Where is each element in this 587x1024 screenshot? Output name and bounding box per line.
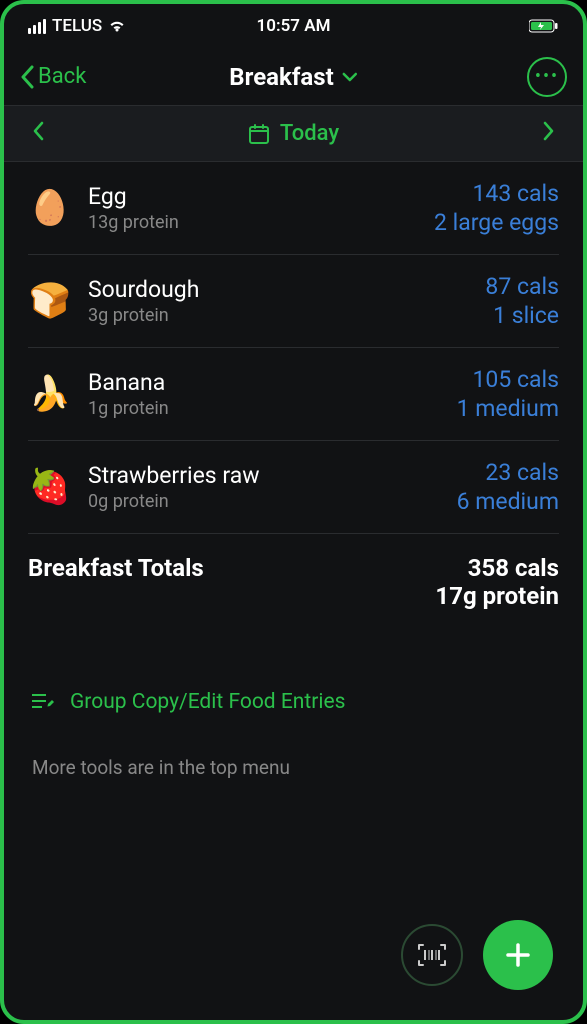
food-protein: 0g protein: [88, 491, 441, 512]
add-food-button[interactable]: [483, 920, 553, 990]
food-name: Sourdough: [88, 276, 469, 303]
food-cals: 23 cals: [457, 459, 559, 486]
food-row[interactable]: 🥚 Egg 13g protein 143 cals 2 large eggs: [28, 162, 559, 255]
food-qty: 2 large eggs: [434, 209, 559, 236]
nav-title-text: Breakfast: [229, 63, 333, 91]
food-protein: 3g protein: [88, 305, 469, 326]
food-info: Banana 1g protein: [88, 369, 441, 419]
food-cals: 143 cals: [434, 180, 559, 207]
food-name: Banana: [88, 369, 441, 396]
food-cals: 87 cals: [485, 273, 559, 300]
plus-icon: [503, 940, 533, 970]
totals-protein: 17g protein: [435, 582, 559, 610]
calendar-icon: [248, 123, 270, 145]
food-list: 🥚 Egg 13g protein 143 cals 2 large eggs …: [4, 162, 583, 630]
back-label: Back: [38, 64, 86, 89]
food-icon-strawberry: 🍓: [28, 465, 72, 509]
group-edit-button[interactable]: Group Copy/Edit Food Entries: [32, 690, 555, 714]
wifi-icon: [108, 19, 126, 33]
food-name: Egg: [88, 183, 418, 210]
date-picker-button[interactable]: Today: [248, 121, 339, 146]
date-label: Today: [280, 121, 339, 146]
food-right: 87 cals 1 slice: [485, 273, 559, 329]
food-row[interactable]: 🍌 Banana 1g protein 105 cals 1 medium: [28, 348, 559, 441]
totals-cals: 358 cals: [435, 554, 559, 582]
barcode-icon: [417, 943, 447, 967]
group-edit-label: Group Copy/Edit Food Entries: [70, 690, 345, 714]
list-edit-icon: [32, 692, 56, 712]
food-right: 143 cals 2 large eggs: [434, 180, 559, 236]
back-button[interactable]: Back: [20, 64, 86, 89]
food-icon-egg: 🥚: [28, 186, 72, 230]
food-icon-banana: 🍌: [28, 372, 72, 416]
next-day-button[interactable]: [535, 117, 563, 150]
totals-right: 358 cals 17g protein: [435, 554, 559, 610]
chevron-down-icon: [342, 72, 358, 82]
food-icon-bread: 🍞: [28, 279, 72, 323]
date-bar: Today: [4, 106, 583, 162]
carrier-label: TELUS: [52, 16, 102, 36]
barcode-scan-button[interactable]: [401, 924, 463, 986]
food-name: Strawberries raw: [88, 462, 441, 489]
food-right: 23 cals 6 medium: [457, 459, 559, 515]
app-screen: TELUS 10:57 AM Back Breakfast •••: [0, 0, 587, 1024]
status-bar: TELUS 10:57 AM: [4, 4, 583, 48]
status-time: 10:57 AM: [257, 16, 331, 36]
totals-row: Breakfast Totals 358 cals 17g protein: [28, 534, 559, 630]
food-info: Sourdough 3g protein: [88, 276, 469, 326]
signal-icon: [28, 19, 46, 34]
status-left: TELUS: [28, 16, 126, 36]
food-info: Egg 13g protein: [88, 183, 418, 233]
status-right: [529, 19, 559, 33]
food-qty: 1 slice: [485, 302, 559, 329]
food-cals: 105 cals: [457, 366, 559, 393]
food-protein: 1g protein: [88, 398, 441, 419]
chevron-left-icon: [20, 65, 34, 89]
food-qty: 6 medium: [457, 488, 559, 515]
tools-section: Group Copy/Edit Food Entries More tools …: [4, 630, 583, 779]
food-qty: 1 medium: [457, 395, 559, 422]
food-right: 105 cals 1 medium: [457, 366, 559, 422]
more-menu-button[interactable]: •••: [527, 57, 567, 97]
nav-bar: Back Breakfast •••: [4, 48, 583, 106]
prev-day-button[interactable]: [24, 117, 52, 150]
food-row[interactable]: 🍓 Strawberries raw 0g protein 23 cals 6 …: [28, 441, 559, 534]
meal-selector[interactable]: Breakfast: [229, 63, 357, 91]
battery-icon: [529, 19, 559, 33]
more-icon: •••: [535, 66, 559, 87]
food-protein: 13g protein: [88, 212, 418, 233]
fab-row: [401, 920, 553, 990]
totals-label: Breakfast Totals: [28, 554, 204, 582]
food-info: Strawberries raw 0g protein: [88, 462, 441, 512]
food-row[interactable]: 🍞 Sourdough 3g protein 87 cals 1 slice: [28, 255, 559, 348]
tools-hint: More tools are in the top menu: [32, 756, 555, 779]
